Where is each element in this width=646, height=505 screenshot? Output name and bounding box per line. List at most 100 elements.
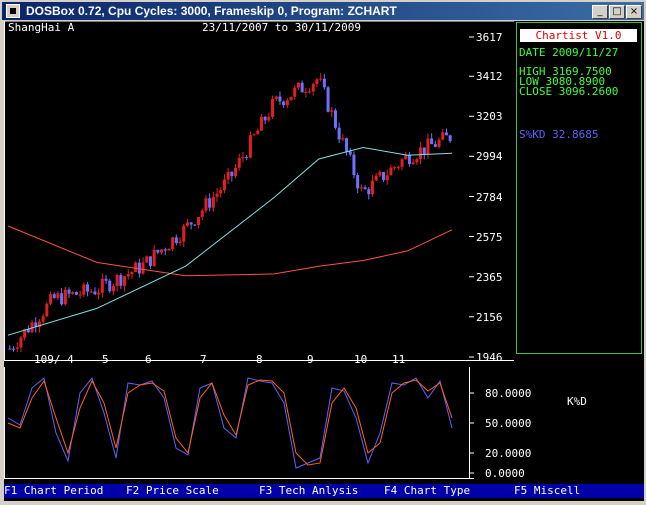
candle-body [230, 171, 234, 177]
window-title: DOSBox 0.72, Cpu Cycles: 3000, Frameskip… [26, 4, 397, 18]
info-panel: Chartist V1.0 DATE 2009/11/27 HIGH 3169.… [516, 22, 642, 354]
candle-body [363, 187, 367, 190]
candle-body [189, 222, 193, 225]
price-tick-label: 3412 [476, 70, 503, 84]
candle-body [300, 82, 304, 93]
candle-body [385, 175, 389, 181]
f3-tech-analysis[interactable]: F3 Tech Anlysis [259, 484, 359, 497]
title-bar[interactable]: DOSBox 0.72, Cpu Cycles: 3000, Frameskip… [2, 2, 644, 20]
candle-body [271, 98, 275, 117]
candle-body [211, 196, 215, 208]
chart-date-range: 23/11/2007 to 30/11/2009 [202, 21, 361, 34]
candle-body [30, 322, 34, 333]
candle-body [259, 116, 263, 131]
candle-body [315, 79, 319, 84]
candle-body [430, 138, 434, 145]
info-high: HIGH 3169.7500 [519, 65, 612, 78]
close-button[interactable]: × [626, 5, 642, 19]
kd-indicator-label: K%D [567, 395, 587, 408]
candle-body [441, 132, 445, 140]
candle-body [267, 116, 271, 121]
candle-body [419, 147, 423, 160]
candle-body [86, 284, 90, 292]
candle-body [274, 96, 278, 99]
price-tick-label: 2575 [476, 230, 503, 244]
kd-tick-label: 80.0000 [485, 387, 532, 400]
candle-body [41, 316, 45, 322]
candle-body [396, 166, 400, 168]
candle-body [411, 162, 415, 165]
candle-body [134, 262, 138, 272]
candle-body [341, 138, 345, 140]
f5-miscell[interactable]: F5 Miscell [514, 484, 581, 497]
candle-body [185, 222, 189, 226]
f4-chart-type[interactable]: F4 Chart Type [384, 484, 471, 497]
candle-body [156, 249, 160, 253]
candle-body [289, 96, 293, 101]
price-tick-label: 2994 [476, 150, 503, 164]
kd-lines-group [7, 376, 474, 474]
maximize-button[interactable]: □ [609, 5, 625, 19]
candle-body [130, 271, 134, 275]
candle-body [23, 329, 27, 338]
candle-body [15, 347, 19, 349]
candle-body [415, 159, 419, 163]
app-icon[interactable] [6, 4, 20, 18]
candle-body [256, 130, 260, 135]
price-tick-label: 2784 [476, 190, 503, 204]
candle-body [304, 91, 308, 93]
candle-body [252, 134, 256, 136]
ma-short-line [7, 146, 453, 336]
f1-chart-period[interactable]: F1 Chart Period [4, 484, 104, 497]
candle-body [226, 171, 230, 180]
candle-body [197, 217, 201, 226]
app-name-badge: Chartist V1.0 [520, 29, 637, 42]
candle-body [97, 292, 101, 295]
candle-body [282, 101, 286, 106]
f2-price-scale[interactable]: F2 Price Scale [126, 484, 219, 497]
price-tick-label: 3617 [476, 31, 503, 44]
date-tick-label: 11 [392, 353, 406, 366]
candle-body [356, 175, 360, 189]
date-tick-label: 5 [102, 353, 109, 366]
candle-body [89, 291, 93, 293]
date-tick-label: 9 [307, 353, 314, 366]
candle-body [370, 180, 374, 195]
date-tick-label: 6 [145, 353, 152, 366]
candle-body [100, 278, 104, 293]
date-tick-label: 7 [200, 353, 207, 366]
candle-body [293, 87, 297, 97]
date-tick-label: 8 [256, 353, 263, 366]
candle-body [126, 274, 130, 277]
candle-body [137, 262, 141, 274]
candle-body [263, 116, 267, 121]
candle-body [49, 294, 53, 304]
info-low: LOW 3080.8900 [519, 75, 606, 88]
candle-body [200, 210, 204, 218]
kd-tick-label: 50.0000 [485, 417, 532, 430]
candle-body [148, 256, 152, 267]
candle-body [237, 158, 241, 168]
d-line [7, 379, 453, 466]
candle-body [308, 91, 312, 93]
candle-body [382, 172, 386, 181]
candle-body [152, 249, 156, 267]
candle-body [115, 275, 119, 287]
candle-body [337, 127, 341, 140]
candle-body [119, 275, 123, 286]
candle-body [174, 237, 178, 244]
minimize-button[interactable]: _ [592, 5, 608, 19]
candle-body [215, 193, 219, 197]
candle-body [433, 144, 437, 147]
candle-body [311, 83, 315, 92]
candle-body [219, 190, 223, 194]
candle-body [367, 189, 371, 195]
candle-body [407, 154, 411, 165]
ma-long-line [7, 225, 453, 277]
candle-body [182, 225, 186, 242]
candle-body [37, 321, 41, 328]
candle-body [167, 248, 171, 251]
candle-body [345, 138, 349, 152]
moving-averages-group [7, 146, 453, 336]
